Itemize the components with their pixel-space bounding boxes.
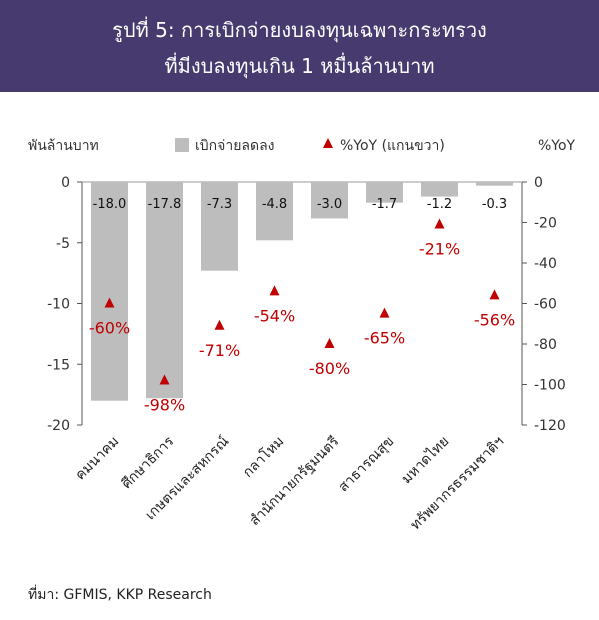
yoy-value-label: -71% — [199, 341, 240, 360]
y-left-tick-label: -20 — [47, 418, 70, 434]
y-left-tick-label: -10 — [47, 297, 70, 313]
legend-bar-swatch — [175, 138, 189, 152]
source-note: ที่มา: GFMIS, KKP Research — [28, 587, 212, 603]
yoy-marker — [434, 218, 445, 229]
bar — [91, 182, 128, 401]
yoy-marker — [159, 374, 170, 385]
category-label: คมนาคม — [72, 434, 122, 484]
legend-yoy-label: %YoY (แกนขวา) — [340, 138, 445, 154]
category-label: สาธารณสุข — [336, 434, 398, 496]
bar-value-label: -4.8 — [262, 197, 287, 212]
y-left-axis-label: พันล้านบาท — [28, 138, 99, 154]
yoy-value-label: -98% — [144, 395, 185, 414]
y-right-tick-label: -60 — [534, 297, 557, 313]
y-right-tick-label: -120 — [534, 418, 566, 434]
legend-triangle-marker — [323, 138, 333, 148]
y-right-tick-label: -20 — [534, 216, 557, 232]
bar — [311, 182, 348, 219]
bar-value-label: -3.0 — [317, 197, 342, 212]
yoy-value-label: -65% — [364, 329, 405, 348]
y-right-tick-label: -40 — [534, 256, 557, 272]
yoy-marker — [269, 285, 280, 296]
yoy-value-label: -21% — [419, 240, 460, 259]
figure-title-line2: ที่มีงบลงทุนเกิน 1 หมื่นล้านบาท — [164, 54, 435, 78]
bar — [476, 182, 513, 186]
yoy-marker — [379, 307, 390, 318]
yoy-value-label: -60% — [89, 319, 130, 338]
category-label: กลาโหม — [239, 433, 287, 481]
y-left-tick-label: -15 — [47, 357, 70, 373]
y-left-tick-label: 0 — [61, 175, 70, 191]
bar — [366, 182, 403, 203]
y-right-tick-label: -80 — [534, 337, 557, 353]
bar — [201, 182, 238, 271]
y-left-tick-label: -5 — [56, 236, 70, 252]
bar-value-label: -1.7 — [372, 197, 397, 212]
bar-value-label: -18.0 — [93, 197, 127, 212]
figure-header: รูปที่ 5: การเบิกจ่ายงบลงทุนเฉพาะกระทรวง… — [0, 0, 599, 92]
bar-value-label: -1.2 — [427, 197, 452, 212]
yoy-marker — [214, 319, 225, 330]
bar — [421, 182, 458, 197]
bar — [146, 182, 183, 399]
category-label: มหาดไทย — [398, 433, 452, 487]
legend-bar-label: เบิกจ่ายลดลง — [195, 138, 275, 154]
yoy-marker — [489, 289, 500, 300]
yoy-value-label: -80% — [309, 359, 350, 378]
figure-title-line1: รูปที่ 5: การเบิกจ่ายงบลงทุนเฉพาะกระทรวง — [112, 18, 487, 42]
y-right-tick-label: 0 — [534, 175, 543, 191]
yoy-marker — [324, 338, 335, 348]
bar-value-label: -17.8 — [148, 197, 182, 212]
bar — [256, 182, 293, 241]
yoy-value-label: -54% — [254, 306, 295, 325]
bar-value-label: -7.3 — [207, 197, 232, 212]
y-right-tick-label: -100 — [534, 378, 566, 394]
bar-value-label: -0.3 — [482, 197, 507, 212]
category-label: ทรัพยากรธรรมชาติฯ — [408, 434, 508, 534]
yoy-value-label: -56% — [474, 310, 515, 329]
y-right-axis-label: %YoY — [538, 138, 576, 154]
chart: พันล้านบาท เบิกจ่ายลดลง %YoY (แกนขวา) %Y… — [28, 138, 576, 534]
yoy-marker — [104, 297, 115, 308]
category-label: ศึกษาธิการ — [119, 433, 178, 492]
